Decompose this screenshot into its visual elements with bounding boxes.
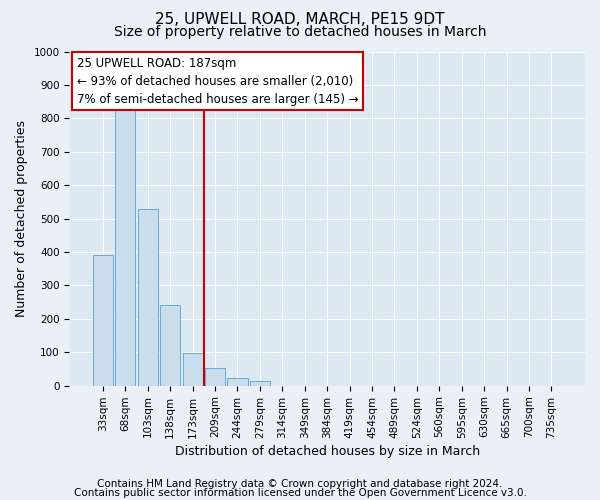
Text: Size of property relative to detached houses in March: Size of property relative to detached ho… [114,25,486,39]
Bar [227,378,248,386]
Y-axis label: Number of detached properties: Number of detached properties [15,120,28,317]
Bar [205,368,225,386]
Bar [250,381,270,386]
Text: 25, UPWELL ROAD, MARCH, PE15 9DT: 25, UPWELL ROAD, MARCH, PE15 9DT [155,12,445,28]
Bar [182,353,203,386]
Bar [160,305,181,386]
Bar [115,108,136,386]
Text: Contains HM Land Registry data © Crown copyright and database right 2024.: Contains HM Land Registry data © Crown c… [97,479,503,489]
Bar [137,208,158,386]
X-axis label: Distribution of detached houses by size in March: Distribution of detached houses by size … [175,444,480,458]
Text: 25 UPWELL ROAD: 187sqm
← 93% of detached houses are smaller (2,010)
7% of semi-d: 25 UPWELL ROAD: 187sqm ← 93% of detached… [77,56,359,106]
Bar [93,256,113,386]
Text: Contains public sector information licensed under the Open Government Licence v3: Contains public sector information licen… [74,488,526,498]
